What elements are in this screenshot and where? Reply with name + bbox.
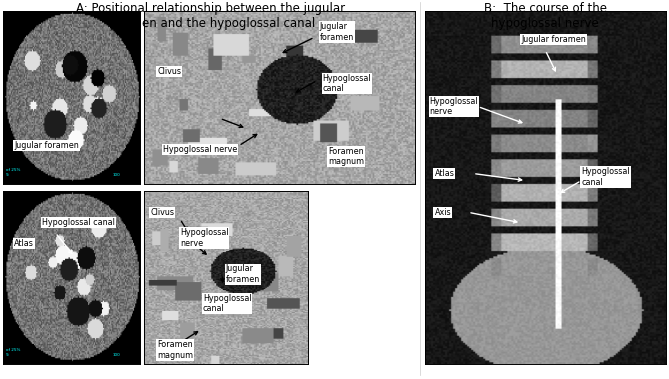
Text: Hypoglossal
nerve: Hypoglossal nerve [180, 228, 229, 247]
Text: of 25%
9.: of 25% 9. [6, 168, 21, 177]
Text: Clivus: Clivus [151, 208, 175, 216]
Text: Jugular foramen: Jugular foramen [14, 141, 79, 150]
Text: Axis: Axis [434, 208, 451, 217]
Text: Foramen
magnum: Foramen magnum [157, 340, 193, 360]
Text: Hypoglossal
canal: Hypoglossal canal [581, 168, 630, 187]
Text: Jugular
foramen: Jugular foramen [225, 265, 260, 284]
Text: Jugular
foramen: Jugular foramen [320, 22, 354, 42]
Text: Atlas: Atlas [434, 169, 454, 178]
Text: Hypoglossal nerve: Hypoglossal nerve [163, 145, 237, 154]
Text: 100: 100 [113, 173, 121, 177]
Text: Foramen
magnum: Foramen magnum [328, 147, 364, 166]
Text: Hypoglossal
canal: Hypoglossal canal [203, 294, 252, 313]
Text: B:  The course of the
hypoglossal nerve: B: The course of the hypoglossal nerve [484, 2, 607, 30]
Text: A: Positional relationship between the jugular
foramen and the hypoglossal canal: A: Positional relationship between the j… [76, 2, 345, 30]
Text: of 25%
9.: of 25% 9. [6, 348, 21, 357]
Text: Hypoglossal
nerve: Hypoglossal nerve [429, 97, 478, 116]
Text: Hypoglossal
canal: Hypoglossal canal [322, 74, 371, 94]
Text: Jugular foramen: Jugular foramen [521, 35, 586, 44]
Text: Clivus: Clivus [157, 67, 181, 76]
Text: Hypoglossal canal: Hypoglossal canal [41, 218, 114, 227]
Text: 100: 100 [113, 353, 121, 357]
Text: Atlas: Atlas [14, 239, 34, 247]
